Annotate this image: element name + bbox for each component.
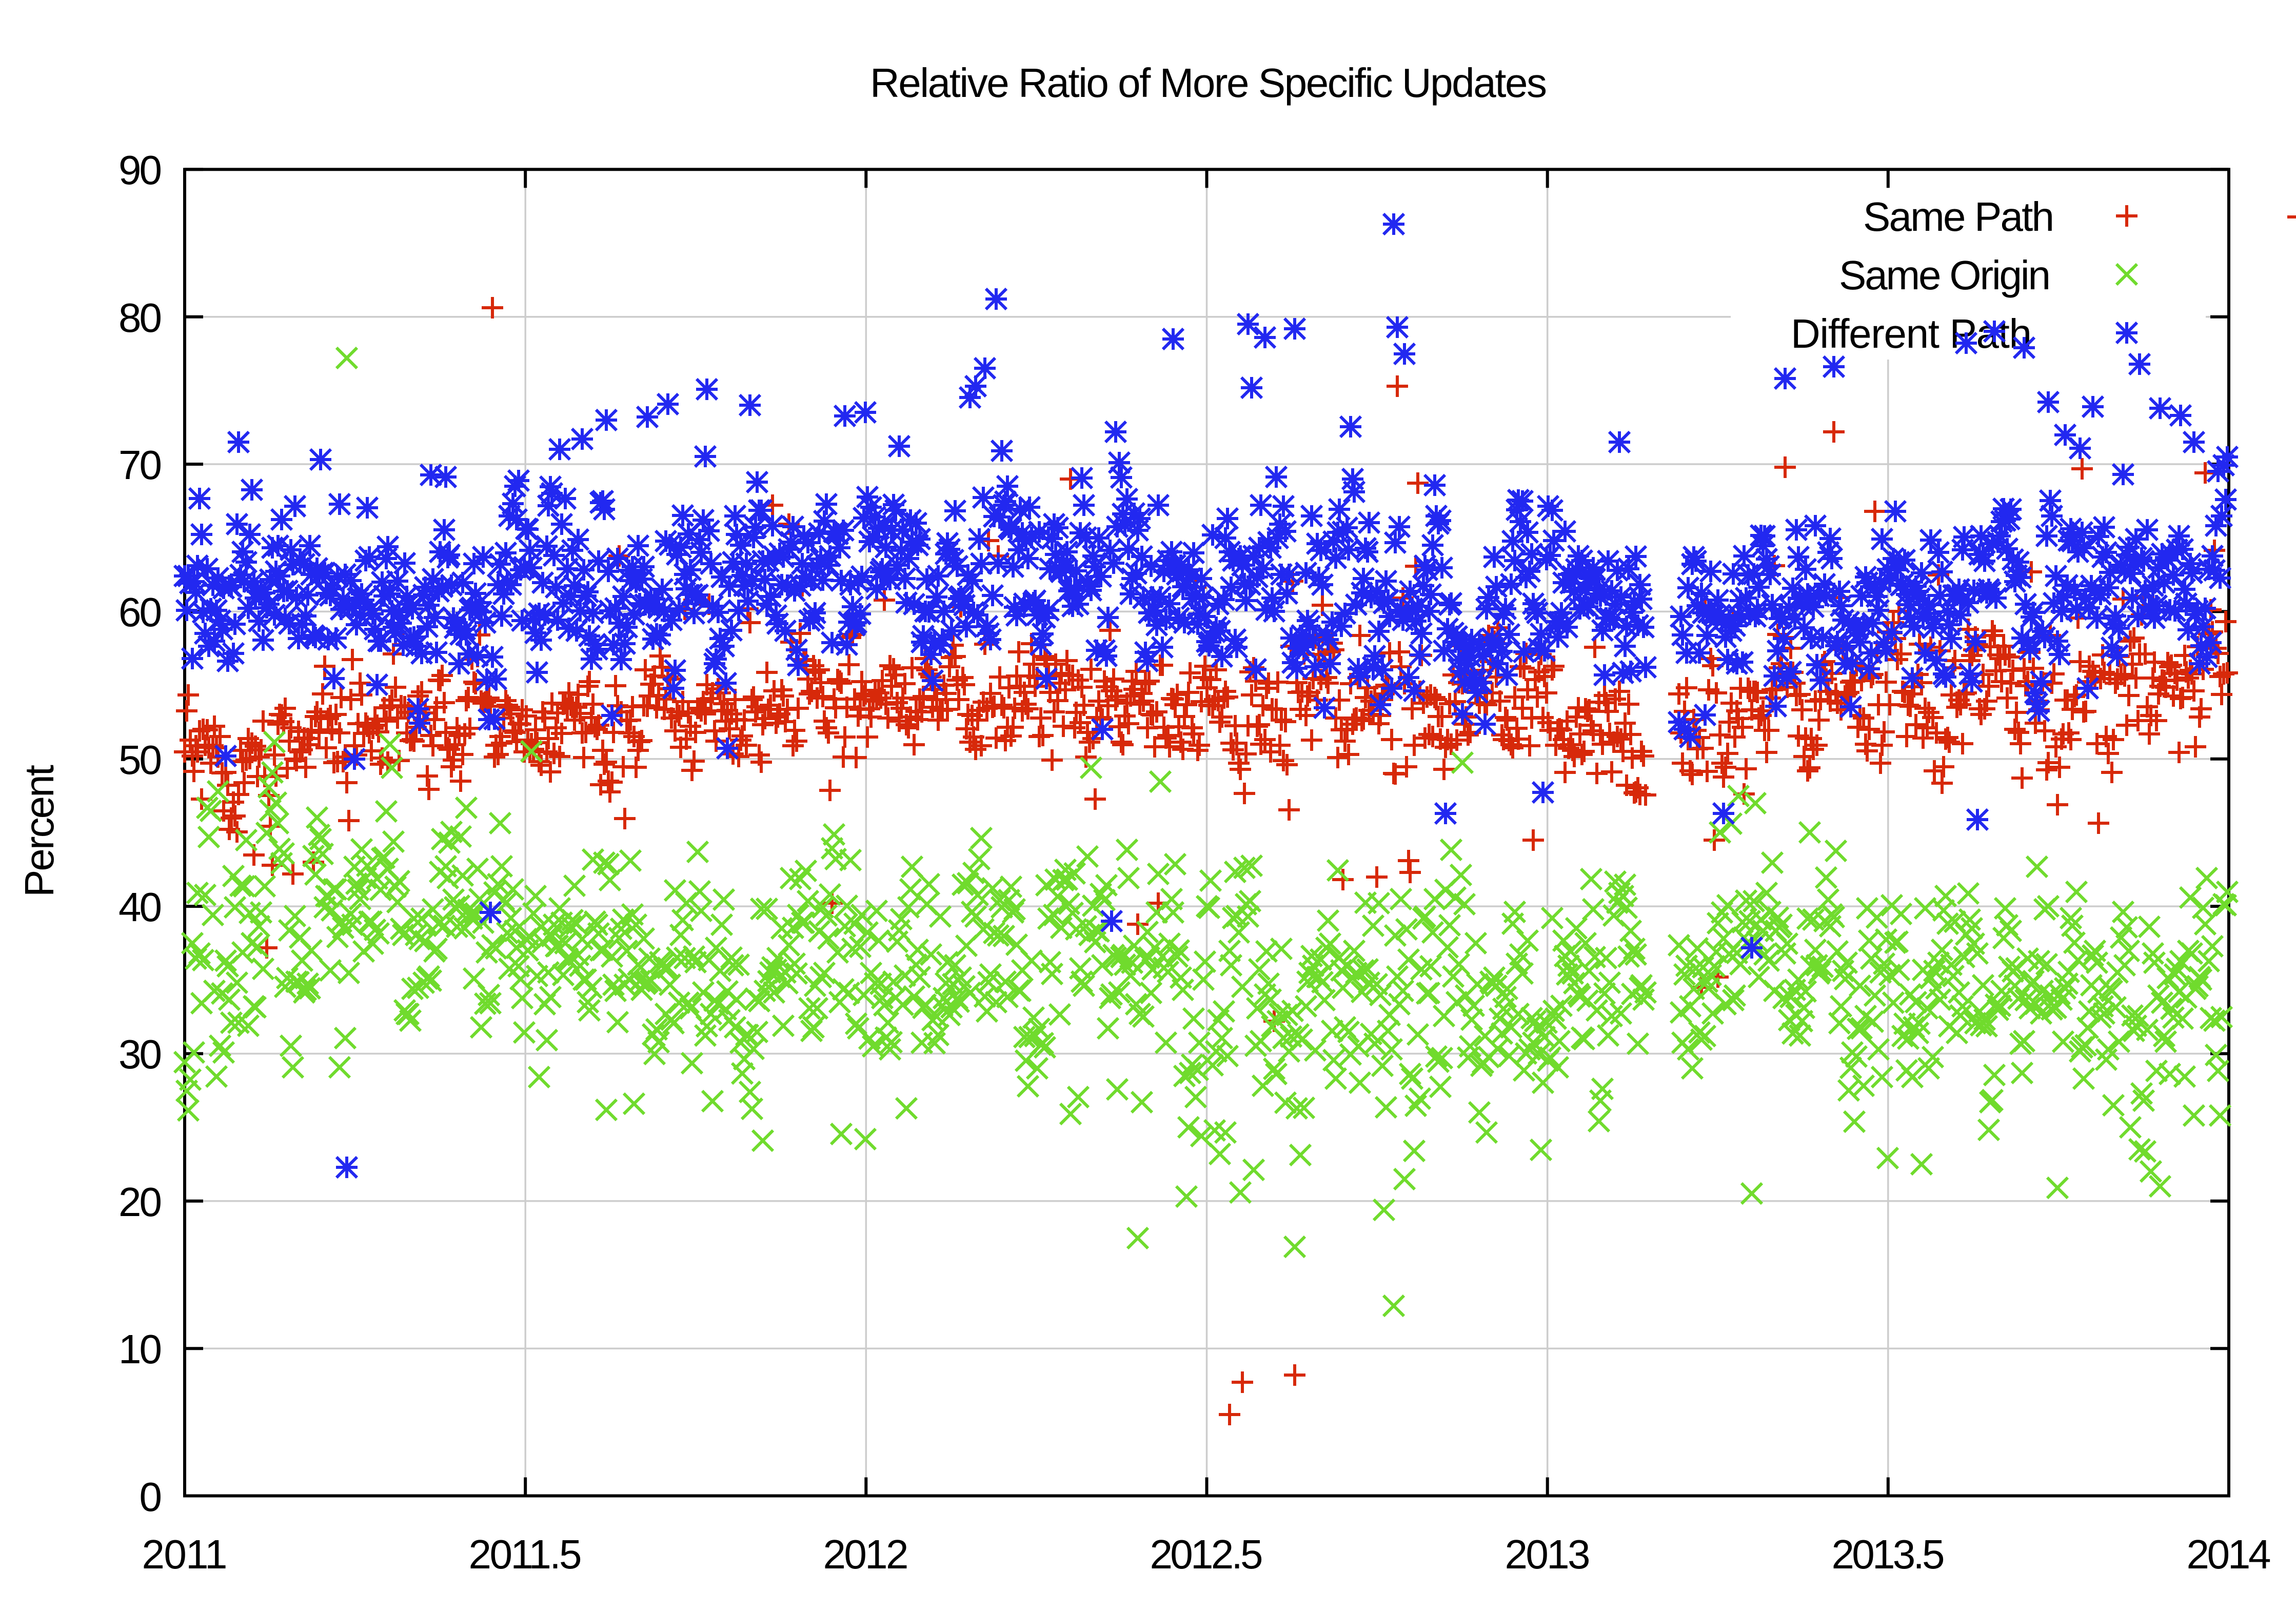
svg-text:Same Origin: Same Origin xyxy=(1839,252,2051,298)
svg-text:Percent: Percent xyxy=(16,765,62,897)
svg-text:0: 0 xyxy=(140,1474,163,1520)
svg-text:2012.5: 2012.5 xyxy=(1150,1531,1263,1577)
svg-text:Relative Ratio of More Specifi: Relative Ratio of More Specific Updates xyxy=(870,60,1547,106)
svg-text:90: 90 xyxy=(118,147,162,193)
svg-text:2012: 2012 xyxy=(823,1531,909,1577)
svg-text:80: 80 xyxy=(118,295,162,341)
svg-text:2014: 2014 xyxy=(2187,1531,2271,1577)
svg-text:30: 30 xyxy=(118,1031,162,1077)
svg-text:2013.5: 2013.5 xyxy=(1832,1531,1945,1577)
svg-text:10: 10 xyxy=(118,1326,162,1372)
svg-text:2011: 2011 xyxy=(142,1531,228,1577)
svg-text:60: 60 xyxy=(118,589,162,635)
svg-text:20: 20 xyxy=(118,1179,162,1225)
svg-text:2011.5: 2011.5 xyxy=(469,1531,582,1577)
svg-text:50: 50 xyxy=(118,737,162,783)
svg-text:70: 70 xyxy=(118,442,162,488)
svg-text:2013: 2013 xyxy=(1505,1531,1591,1577)
svg-text:Same Path: Same Path xyxy=(1863,194,2054,240)
svg-text:40: 40 xyxy=(118,884,162,930)
